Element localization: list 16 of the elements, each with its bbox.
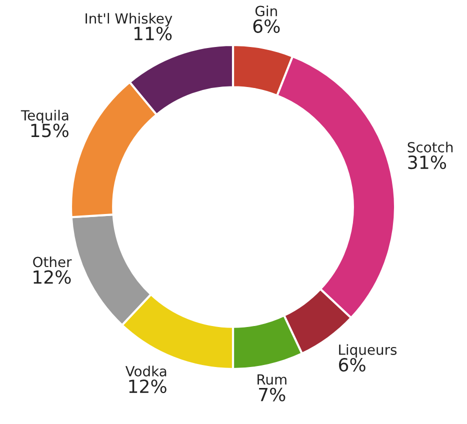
slice-label: Tequila bbox=[20, 110, 68, 124]
data-label: 12% bbox=[129, 379, 166, 394]
data-label: 31% bbox=[408, 155, 446, 170]
slice-label: Rum bbox=[258, 374, 286, 385]
data-label: 11% bbox=[134, 26, 172, 40]
data-label: 15% bbox=[31, 124, 68, 138]
slice-label: Vodka bbox=[125, 366, 166, 376]
slice-label: Liqueurs bbox=[339, 344, 397, 358]
data-label: 6% bbox=[339, 358, 366, 372]
data-label: 7% bbox=[259, 388, 286, 402]
data-label: 12% bbox=[34, 270, 71, 284]
slice-label: Other bbox=[33, 256, 72, 268]
slice-label: Scotch bbox=[408, 142, 453, 152]
slice-label: Gin bbox=[255, 6, 277, 16]
data-label: 6% bbox=[253, 19, 280, 33]
slice-label: Int'l Whiskey bbox=[86, 12, 172, 26]
